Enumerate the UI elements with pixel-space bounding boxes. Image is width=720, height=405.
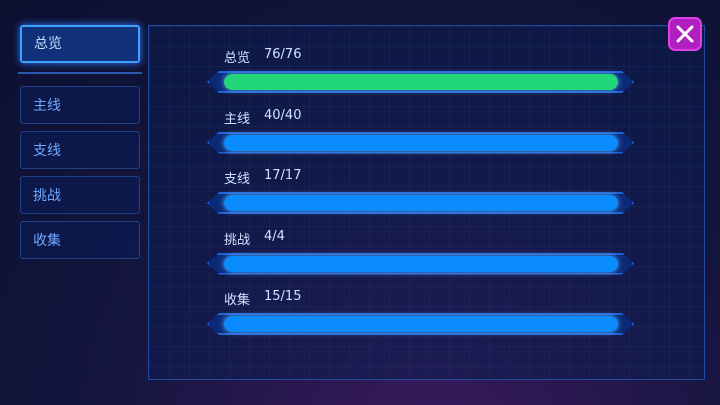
divider (18, 72, 142, 74)
tab[interactable]: 总览 (20, 25, 140, 63)
close-icon (676, 25, 694, 43)
progress-count: 17/17 (264, 168, 302, 183)
progress-fill (224, 74, 618, 90)
progress-label: 挑战 (224, 232, 251, 248)
progress-label: 支线 (224, 172, 251, 187)
progress-fill (224, 316, 618, 332)
progress-count: 76/76 (264, 47, 302, 62)
tab[interactable]: 挑战 (20, 176, 140, 214)
progress-count: 4/4 (264, 228, 285, 244)
tab[interactable]: 主线 (20, 86, 140, 124)
close-button[interactable] (668, 17, 702, 51)
progress-fill (224, 255, 618, 272)
tab[interactable]: 支线 (20, 131, 140, 169)
progress-label: 总览 (224, 51, 251, 66)
progress-count: 15/15 (264, 289, 302, 304)
progress-count: 40/40 (264, 107, 302, 123)
progress-fill (224, 134, 618, 151)
progress-label: 主线 (224, 111, 251, 127)
tab[interactable]: 收集 (20, 221, 140, 259)
progress-fill (224, 195, 618, 211)
progress-label: 收集 (224, 293, 251, 308)
